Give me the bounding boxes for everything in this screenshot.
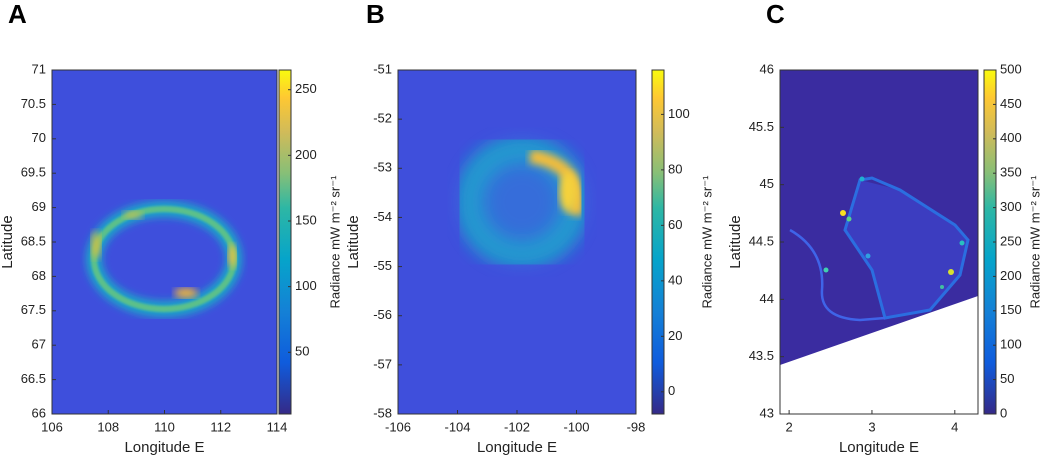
colorbar-tick-label: 40 <box>668 272 682 287</box>
colorbar-tick-label: 500 <box>1000 61 1022 76</box>
y-tick-label: -53 <box>373 160 392 175</box>
panel-letter: A <box>8 0 27 29</box>
colorbar-tick-label: 200 <box>295 147 317 162</box>
x-tick-label: 110 <box>154 419 175 434</box>
y-tick-label: 45 <box>760 176 774 191</box>
y-tick-label: 68 <box>32 268 46 283</box>
y-tick-label: 45.5 <box>749 119 774 134</box>
y-tick-label: -51 <box>373 61 392 76</box>
x-tick-label: -106 <box>385 419 411 434</box>
y-tick-label: 46 <box>760 61 774 76</box>
y-tick-label: 67.5 <box>21 302 46 317</box>
colorbar-tick-label: 80 <box>668 161 682 176</box>
y-tick-label: -52 <box>373 111 392 126</box>
colorbar-tick-label: 400 <box>1000 130 1022 145</box>
y-tick-label: 71 <box>32 61 46 76</box>
y-tick-label: 68.5 <box>21 233 46 248</box>
colorbar-tick-label: 150 <box>1000 302 1022 317</box>
y-tick-label: -54 <box>373 209 392 224</box>
x-tick-label: 2 <box>785 419 792 434</box>
y-tick-label: 44.5 <box>749 233 774 248</box>
y-tick-label: 43 <box>760 405 774 420</box>
colorbar-tick-label: 50 <box>295 344 309 359</box>
y-tick-label: 67 <box>32 337 46 352</box>
x-tick-label: 112 <box>210 419 231 434</box>
colorbar-tick-label: 450 <box>1000 96 1022 111</box>
colorbar-tick-label: 350 <box>1000 165 1022 180</box>
colorbar-tick-label: 300 <box>1000 199 1022 214</box>
y-tick-label: -58 <box>373 405 392 420</box>
colorbar-tick-label: 20 <box>668 328 682 343</box>
y-tick-label: -57 <box>373 356 392 371</box>
colorbar-tick-label: 0 <box>668 383 675 398</box>
x-axis-label: Longitude E <box>477 439 557 456</box>
colorbar <box>278 69 292 415</box>
colorbar-tick-label: 0 <box>1000 405 1007 420</box>
x-tick-label: 114 <box>267 419 288 434</box>
x-tick-label: 106 <box>41 419 63 434</box>
y-tick-label: 69.5 <box>21 165 46 180</box>
colorbar-label: Radiance mW m⁻² sr⁻¹ <box>327 175 342 309</box>
x-tick-label: 3 <box>868 419 875 434</box>
y-tick-label: 70 <box>32 130 46 145</box>
y-tick-label: 43.5 <box>749 348 774 363</box>
y-axis-label: Latitude <box>0 215 16 268</box>
y-tick-label: 66.5 <box>21 371 46 386</box>
x-tick-label: 108 <box>97 419 119 434</box>
x-tick-label: -98 <box>627 419 646 434</box>
heatmap-b <box>398 70 636 414</box>
y-tick-label: 44 <box>760 291 774 306</box>
colorbar-tick-label: 250 <box>1000 233 1022 248</box>
colorbar-tick-label: 100 <box>668 106 690 121</box>
x-tick-label: -104 <box>444 419 470 434</box>
x-axis-label: Longitude E <box>839 439 919 456</box>
colorbar-tick-label: 100 <box>1000 337 1022 352</box>
y-axis-label: Latitude <box>345 215 362 268</box>
x-tick-label: 4 <box>951 419 958 434</box>
colorbar-tick-label: 100 <box>295 278 317 293</box>
panel-letter: B <box>366 0 385 29</box>
y-axis-label: Latitude <box>727 215 744 268</box>
x-tick-label: -100 <box>563 419 589 434</box>
x-tick-label: -102 <box>504 419 530 434</box>
y-tick-label: -55 <box>373 258 392 273</box>
y-tick-label: 70.5 <box>21 96 46 111</box>
colorbar-tick-label: 250 <box>295 81 317 96</box>
panel-letter: C <box>766 0 785 29</box>
heatmap-a <box>52 70 277 414</box>
colorbar-tick-label: 200 <box>1000 268 1022 283</box>
y-tick-label: -56 <box>373 307 392 322</box>
colorbar-tick-label: 50 <box>1000 371 1014 386</box>
y-tick-label: 69 <box>32 199 46 214</box>
x-axis-label: Longitude E <box>124 439 204 456</box>
colorbar-tick-label: 150 <box>295 212 317 227</box>
y-tick-label: 66 <box>32 405 46 420</box>
heatmap-c <box>780 70 978 414</box>
colorbar-label: Radiance mW m⁻² sr⁻¹ <box>699 175 714 309</box>
colorbar <box>651 69 665 415</box>
colorbar-tick-label: 60 <box>668 217 682 232</box>
colorbar-label: Radiance mW m⁻² sr⁻¹ <box>1027 175 1042 309</box>
